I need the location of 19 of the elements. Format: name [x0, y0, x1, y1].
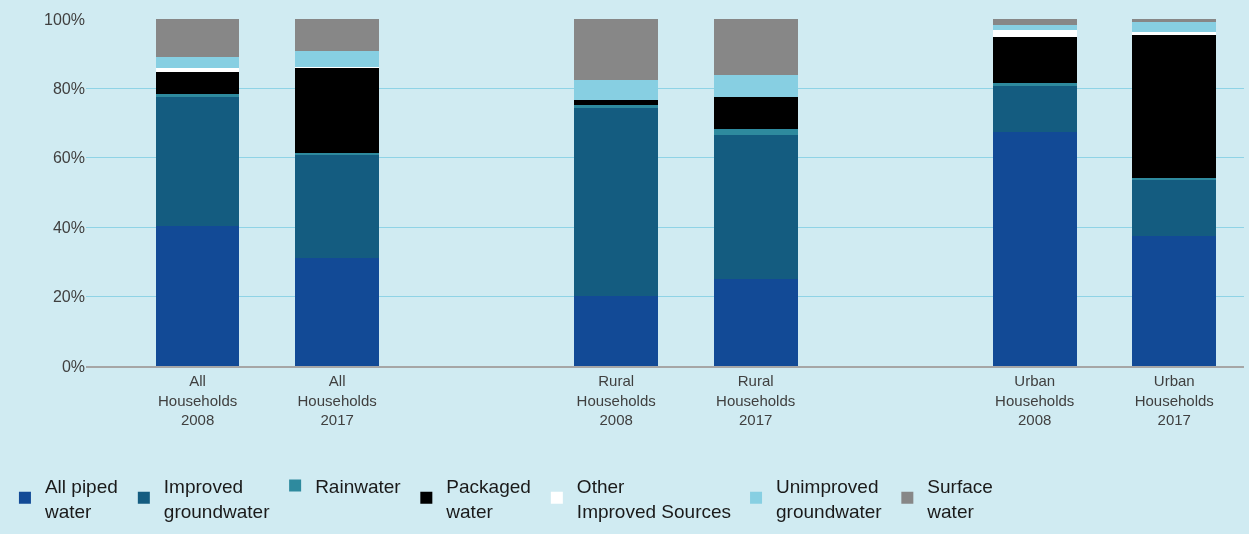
legend-label: Unimproved groundwater	[776, 475, 883, 522]
y-tick-label: 60%	[52, 149, 85, 167]
y-tick-label: 0%	[61, 357, 85, 375]
y-tick-label: 40%	[52, 218, 85, 236]
x-tick-label: Rural Households 2008	[576, 372, 656, 428]
legend-label: Rainwater	[315, 475, 402, 497]
y-tick-label: 100%	[44, 10, 85, 28]
legend-label: Other Improved Sources	[576, 475, 732, 522]
legend-label: Improved groundwater	[163, 475, 271, 522]
y-tick-label: 80%	[52, 80, 85, 97]
legend-label: Surface water	[926, 475, 993, 522]
legend-label: All piped water	[43, 475, 118, 522]
x-tick-label: All Households 2008	[158, 372, 238, 428]
x-tick-label: Urban Households 2017	[1134, 372, 1214, 428]
x-tick-label: Urban Households 2008	[995, 372, 1075, 428]
x-tick-label: Rural Households 2017	[716, 372, 796, 428]
x-tick-label: All Households 2017	[297, 372, 377, 428]
y-tick-label: 20%	[52, 288, 85, 306]
legend-label: Packaged water	[445, 475, 531, 522]
